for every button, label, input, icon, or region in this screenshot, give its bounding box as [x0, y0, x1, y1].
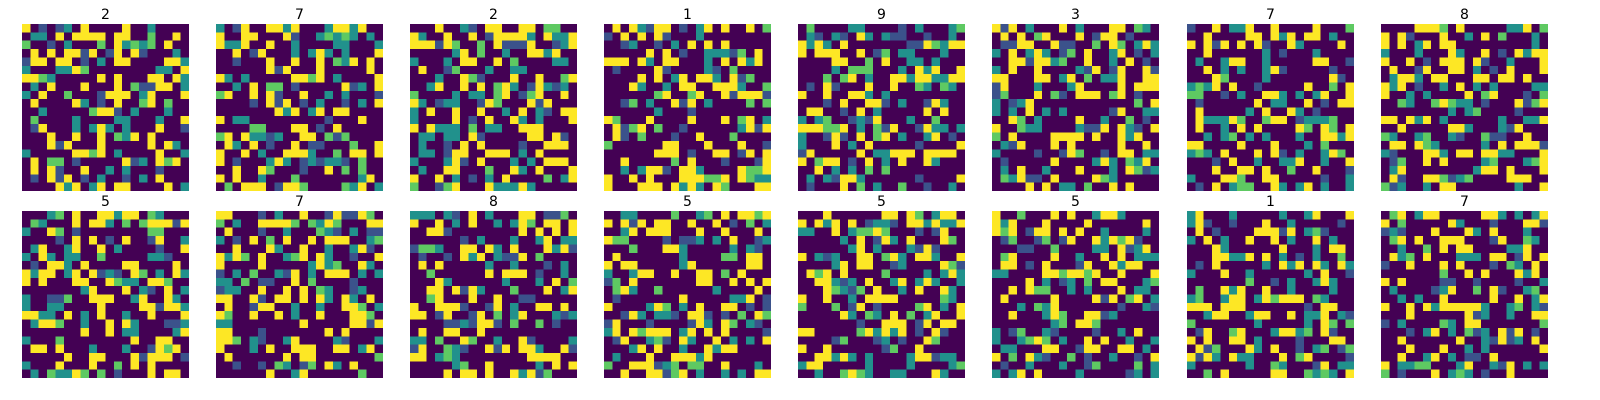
pixel-image [22, 211, 189, 378]
pixel-image [1381, 24, 1548, 191]
pixel-image [1187, 24, 1354, 191]
image-panel: 8 [1381, 8, 1548, 191]
panel-title: 9 [877, 7, 886, 23]
image-panel: 7 [216, 8, 383, 191]
image-panel: 1 [1187, 195, 1354, 378]
pixel-image [992, 211, 1159, 378]
image-panel: 5 [992, 195, 1159, 378]
pixel-image [1187, 211, 1354, 378]
image-panel: 3 [992, 8, 1159, 191]
panel-title: 1 [683, 7, 692, 23]
pixel-image [216, 211, 383, 378]
image-panel: 2 [22, 8, 189, 191]
pixel-image [410, 211, 577, 378]
pixel-image [604, 211, 771, 378]
panel-title: 7 [295, 7, 304, 23]
panel-title: 8 [489, 194, 498, 210]
panel-title: 5 [1071, 194, 1080, 210]
image-panel: 7 [1381, 195, 1548, 378]
image-panel: 5 [604, 195, 771, 378]
pixel-image [216, 24, 383, 191]
image-panel: 2 [410, 8, 577, 191]
pixel-image [798, 24, 965, 191]
panel-title: 1 [1266, 194, 1275, 210]
pixel-image [604, 24, 771, 191]
pixel-image [992, 24, 1159, 191]
pixel-image [22, 24, 189, 191]
image-panel: 8 [410, 195, 577, 378]
panel-title: 3 [1071, 7, 1080, 23]
panel-title: 2 [489, 7, 498, 23]
image-panel: 7 [216, 195, 383, 378]
image-panel: 5 [798, 195, 965, 378]
image-panel: 1 [604, 8, 771, 191]
pixel-image [410, 24, 577, 191]
panel-title: 2 [101, 7, 110, 23]
panel-title: 5 [683, 194, 692, 210]
panel-title: 7 [295, 194, 304, 210]
image-panel: 7 [1187, 8, 1354, 191]
pixel-image [1381, 211, 1548, 378]
panel-title: 8 [1460, 7, 1469, 23]
panel-title: 7 [1266, 7, 1275, 23]
panel-title: 7 [1460, 194, 1469, 210]
panel-title: 5 [877, 194, 886, 210]
panel-title: 5 [101, 194, 110, 210]
image-panel: 9 [798, 8, 965, 191]
pixel-image [798, 211, 965, 378]
image-panel: 5 [22, 195, 189, 378]
